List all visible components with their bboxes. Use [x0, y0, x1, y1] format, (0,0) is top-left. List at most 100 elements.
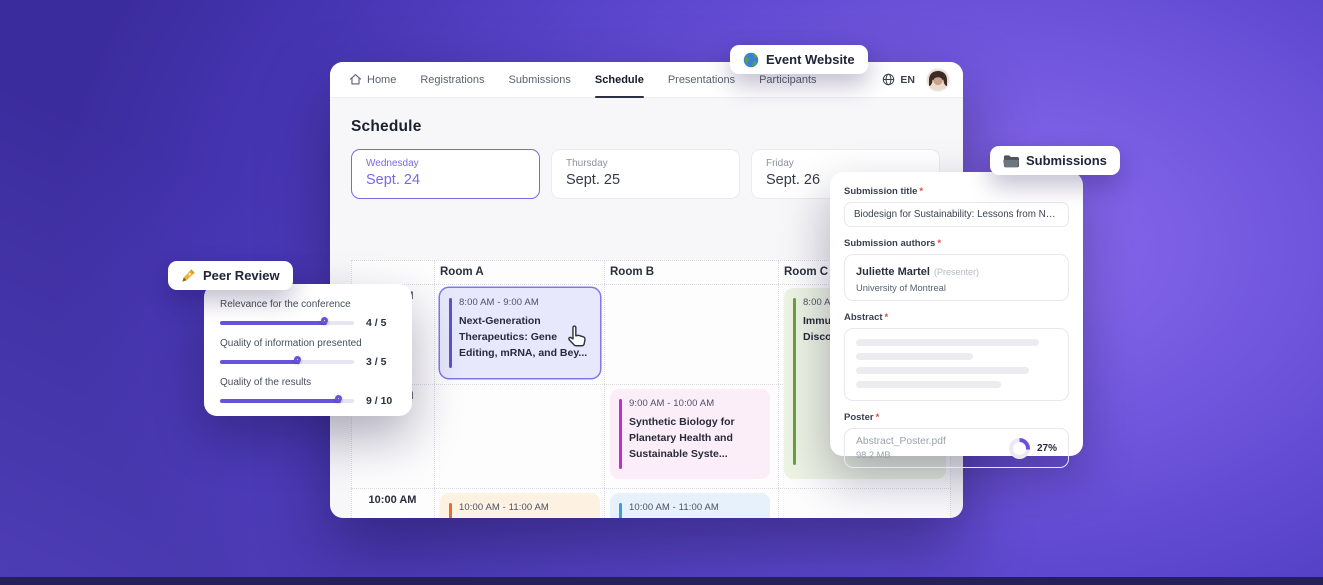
pen-icon: [182, 269, 195, 282]
event-time: 8:00 AM: [803, 297, 839, 308]
submissions-badge[interactable]: Submissions: [990, 146, 1120, 175]
field-label-text: Poster: [844, 412, 874, 423]
nav-item-home[interactable]: Home: [349, 62, 396, 97]
skeleton-line: [856, 353, 973, 360]
event-time: 10:00 AM - 11:00 AM: [459, 502, 549, 513]
event-card-ai-data-medicine[interactable]: 10:00 AM - 11:00 AM AI, Data, and the Fu…: [610, 493, 770, 518]
submission-form-panel: Submission title * Biodesign for Sustaina…: [830, 172, 1083, 468]
room-header-b: Room B: [610, 266, 655, 278]
rating-slider[interactable]: [220, 394, 354, 407]
rating-slider[interactable]: [220, 355, 354, 368]
top-navbar: Home Registrations Submissions Schedule …: [330, 62, 963, 98]
event-time: 8:00 AM - 9:00 AM: [459, 297, 539, 308]
user-avatar[interactable]: [927, 68, 949, 91]
slider-track: [220, 399, 354, 403]
home-icon: [349, 74, 362, 85]
day-tab-thursday[interactable]: Thursday Sept. 25: [551, 149, 740, 199]
nav-item-presentations[interactable]: Presentations: [668, 62, 735, 97]
upload-progress: 27%: [1008, 437, 1057, 459]
peer-review-badge[interactable]: Peer Review: [168, 261, 293, 290]
language-switcher[interactable]: EN: [882, 73, 915, 86]
slider-thumb[interactable]: [334, 394, 342, 402]
day-tab-weekday: Friday: [766, 158, 794, 169]
slider-fill: [220, 321, 328, 325]
author-card[interactable]: Juliette Martel (Presenter) University of…: [844, 254, 1069, 301]
grid-line: [604, 260, 605, 518]
nav-item-label: Registrations: [420, 73, 485, 86]
skeleton-line: [856, 339, 1039, 346]
event-card-synthetic-biology[interactable]: 9:00 AM - 10:00 AM Synthetic Biology for…: [610, 389, 770, 479]
poster-filesize: 98.2 MB: [856, 450, 891, 460]
slider-track: [220, 321, 354, 325]
badge-label: Peer Review: [203, 268, 280, 283]
event-website-badge[interactable]: Event Website: [730, 45, 868, 74]
badge-label: Event Website: [766, 52, 855, 67]
grid-line: [351, 384, 951, 385]
nav-item-label: Participants: [759, 73, 817, 86]
slider-thumb[interactable]: [321, 316, 329, 324]
event-card-translating-research[interactable]: 10:00 AM - 11:00 AM Translating Research…: [440, 493, 600, 518]
day-tab-weekday: Wednesday: [366, 158, 419, 169]
nav-item-registrations[interactable]: Registrations: [420, 62, 484, 97]
peer-review-panel: Relevance for the conference 4 / 5 Quali…: [204, 284, 412, 416]
event-time: 9:00 AM - 10:00 AM: [629, 398, 715, 409]
author-name-row: Juliette Martel (Presenter): [856, 262, 1057, 280]
required-marker: *: [919, 186, 924, 197]
criterion-score: 3 / 5: [366, 355, 387, 368]
page-title: Schedule: [351, 118, 422, 135]
author-name: Juliette Martel: [856, 266, 930, 278]
nav-item-participants[interactable]: Participants: [759, 62, 816, 97]
grid-line: [434, 260, 435, 518]
review-criterion: Quality of the results 9 / 10: [220, 377, 396, 407]
required-marker: *: [937, 238, 942, 249]
time-label-10am: 10:00 AM: [368, 494, 417, 506]
nav-item-submissions[interactable]: Submissions: [509, 62, 571, 97]
grid-line: [351, 284, 951, 285]
field-label-text: Abstract: [844, 312, 883, 323]
required-marker: *: [875, 412, 880, 423]
day-tab-wednesday[interactable]: Wednesday Sept. 24: [351, 149, 540, 199]
nav-item-label: Schedule: [594, 73, 644, 86]
required-marker: *: [884, 312, 889, 323]
poster-label: Poster *: [844, 412, 1069, 423]
nav-utilities: EN: [882, 68, 949, 91]
slider-fill: [220, 360, 301, 364]
criterion-row: 3 / 5: [220, 355, 396, 368]
globe-icon: [883, 73, 895, 86]
upload-progress-ring: [1008, 437, 1030, 459]
nav-item-label: Home: [367, 73, 397, 86]
submission-title-input[interactable]: Biodesign for Sustainability: Lessons fr…: [844, 202, 1069, 227]
criterion-row: 9 / 10: [220, 394, 396, 407]
nav-item-schedule[interactable]: Schedule: [594, 62, 644, 98]
author-role: (Presenter): [933, 267, 979, 277]
badge-label: Submissions: [1026, 153, 1107, 168]
poster-filename: Abstract_Poster.pdf: [856, 436, 946, 447]
event-time: 10:00 AM - 11:00 AM: [629, 502, 719, 513]
day-tab-date: Sept. 25: [566, 172, 621, 188]
slider-track: [220, 360, 354, 364]
criterion-score: 4 / 5: [366, 316, 387, 329]
submission-title-label: Submission title *: [844, 186, 1069, 197]
author-affiliation: University of Montreal: [856, 283, 946, 293]
field-label-text: Submission authors: [844, 238, 936, 249]
slider-thumb[interactable]: [294, 355, 302, 363]
hand-cursor-icon: [568, 325, 586, 347]
skeleton-line: [856, 381, 1001, 388]
criterion-score: 9 / 10: [366, 394, 393, 407]
review-criterion: Relevance for the conference 4 / 5: [220, 299, 396, 329]
upload-progress-percent: 27%: [1036, 442, 1057, 454]
grid-line: [778, 260, 779, 518]
earth-icon: [743, 52, 759, 67]
submission-authors-label: Submission authors *: [844, 238, 1069, 249]
event-title: Synthetic Biology for Planetary Health a…: [629, 416, 735, 460]
avatar-image: [927, 68, 949, 91]
abstract-textarea[interactable]: [844, 328, 1069, 401]
slider-fill: [220, 399, 341, 403]
nav-item-label: Submissions: [508, 73, 571, 86]
nav-menu: Home Registrations Submissions Schedule …: [349, 62, 817, 98]
grid-line: [351, 260, 951, 261]
rating-slider[interactable]: [220, 316, 354, 329]
poster-upload-card[interactable]: Abstract_Poster.pdf 98.2 MB 27%: [844, 428, 1069, 468]
day-tab-date: Sept. 26: [766, 172, 821, 188]
